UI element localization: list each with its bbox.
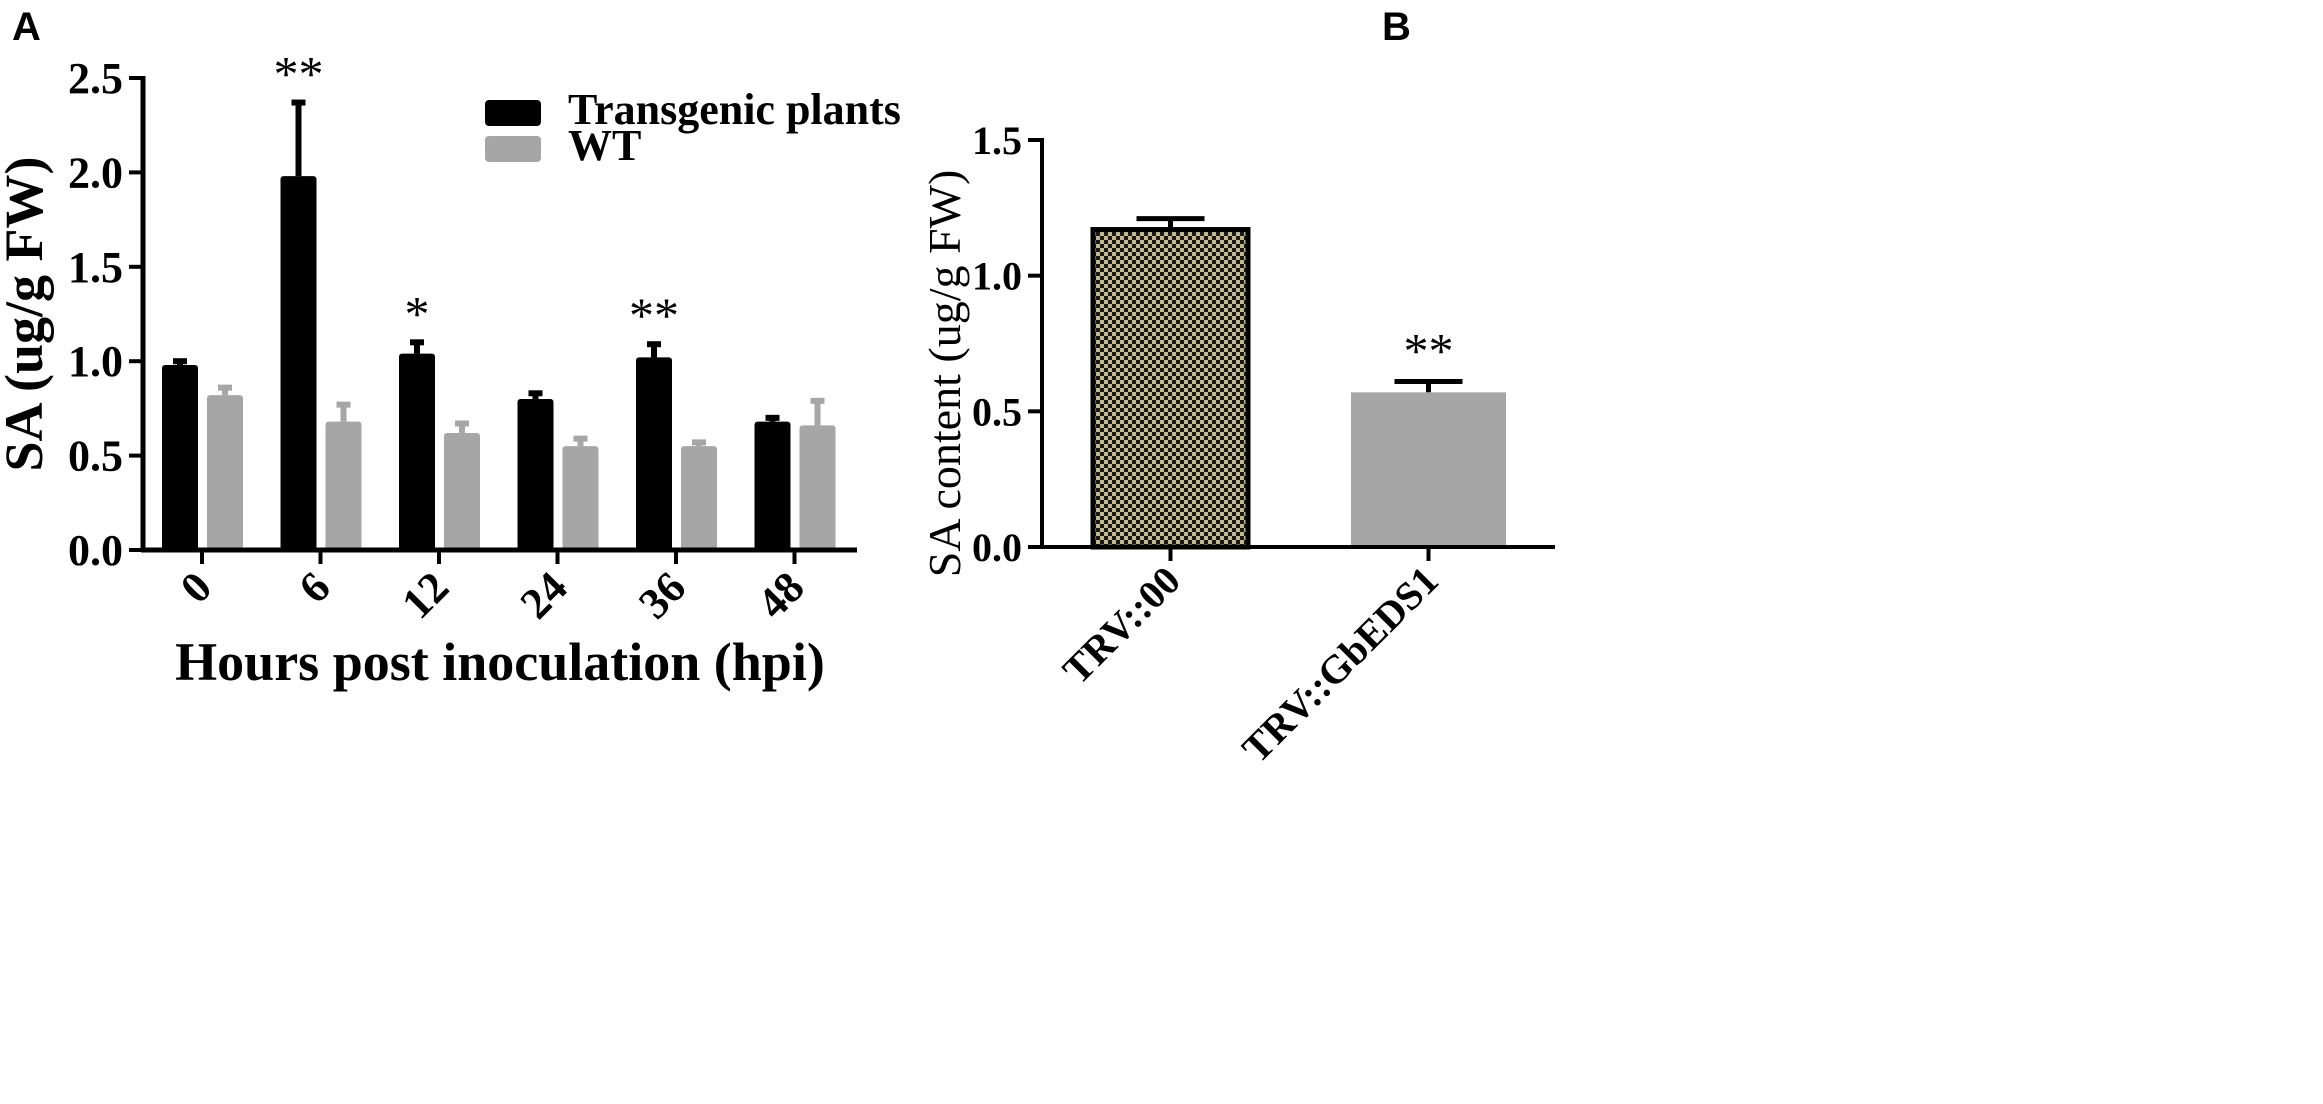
significance-mark: * — [405, 285, 430, 341]
x-tick-label: 0 — [171, 562, 221, 612]
bar-transgenic-0 — [162, 364, 198, 550]
significance-mark: ** — [1404, 322, 1454, 378]
y-tick-label: 1.0 — [68, 337, 123, 386]
y-tick-label: 0.0 — [68, 526, 123, 575]
x-tick-label: TRV::GbEDS1 — [1233, 558, 1447, 772]
x-tick-label: 36 — [629, 562, 695, 628]
y-tick-label: 1.5 — [972, 118, 1022, 163]
bar-transgenic-36 — [636, 357, 672, 550]
panel-a-label: A — [12, 5, 41, 49]
x-tick-label: 24 — [511, 562, 577, 628]
chart-b-y-axis-title: SA content (ug/g FW) — [919, 170, 970, 578]
bar-transgenic-48 — [754, 421, 791, 550]
chart-a-axes — [129, 76, 857, 564]
bar-wt-12 — [444, 432, 480, 550]
chart-a-x-axis-title: Hours post inoculation (hpi) — [175, 632, 825, 692]
x-tick-label: 12 — [392, 562, 458, 628]
chart-b-axes — [1028, 138, 1555, 561]
bar-wt-6 — [325, 421, 362, 550]
significance-mark: ** — [274, 46, 324, 102]
bar-wt-24 — [562, 446, 599, 550]
panel-b-label: B — [1382, 5, 1411, 49]
bar-wt-0 — [207, 395, 243, 550]
bar-transgenic-12 — [399, 353, 435, 550]
x-tick-label: 48 — [748, 562, 814, 628]
legend-label-wt: WT — [568, 121, 641, 170]
significance-mark: ** — [629, 287, 679, 343]
y-tick-label: 1.0 — [972, 254, 1022, 299]
y-tick-label: 1.5 — [68, 243, 123, 292]
chart-a-y-axis-title: SA (ug/g FW) — [0, 156, 54, 471]
chart-a: *** ** 0 6 12 24 36 480.00.51.01.52.02.5 Hours… — [0, 46, 901, 692]
chart-b: ** TRV::00 TRV::GbEDS1 0.0 0.5 1.0 1.5 SA con… — [919, 118, 1555, 771]
x-tick-label: 6 — [289, 562, 339, 612]
bar-wt-48 — [799, 425, 836, 550]
legend-label-transgenic: Transgenic plants — [568, 85, 901, 134]
bar-transgenic-24 — [517, 398, 554, 550]
y-tick-label: 2.5 — [68, 54, 123, 103]
chart-a-legend: Transgenic plants WT — [485, 85, 901, 170]
bar-trv-00 — [1090, 227, 1251, 550]
chart-a-bars: *** ** — [162, 46, 836, 550]
bar-transgenic-6 — [280, 176, 317, 550]
x-tick-label: TRV::00 — [1054, 558, 1189, 693]
legend-swatch-wt — [485, 136, 541, 162]
y-tick-label: 0.5 — [972, 389, 1022, 434]
legend-swatch-transgenic — [485, 100, 541, 126]
y-tick-label: 2.0 — [68, 148, 123, 197]
y-tick-label: 0.0 — [972, 525, 1022, 570]
bar-wt-36 — [681, 446, 717, 550]
bar-trv-gbeds1 — [1351, 392, 1506, 547]
chart-b-bars: ** — [1090, 216, 1506, 550]
y-tick-label: 0.5 — [68, 432, 123, 481]
